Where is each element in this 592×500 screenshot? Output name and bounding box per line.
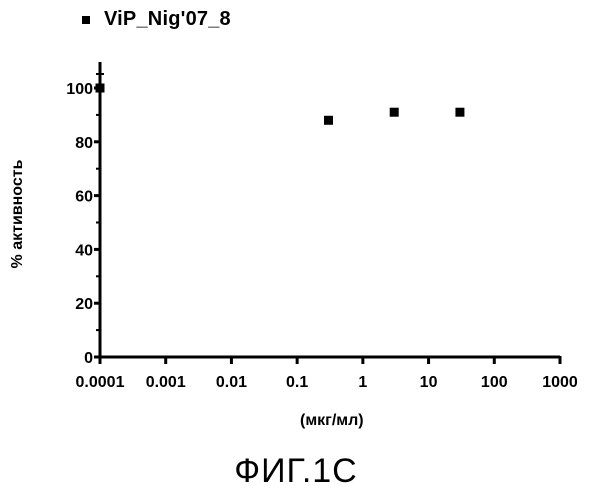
y-tick-label: 40	[75, 242, 93, 259]
x-tick-label: 0.001	[146, 374, 186, 391]
y-tick-label: 20	[75, 296, 93, 313]
data-point	[455, 108, 464, 117]
data-point	[390, 108, 399, 117]
x-tick-label: 1000	[542, 374, 578, 391]
x-tick-label: 0.01	[216, 374, 247, 391]
y-tick-label: 100	[66, 81, 93, 98]
y-tick-label: 0	[84, 350, 93, 367]
legend-marker-square	[82, 16, 90, 24]
legend: ViP_Nig'07_8	[82, 8, 231, 31]
y-axis-label: % активность	[9, 144, 27, 284]
x-tick-label: 1	[358, 374, 367, 391]
x-tick-label: 0.0001	[76, 374, 125, 391]
x-tick-label: 100	[481, 374, 508, 391]
figure-caption: ФИГ.1С	[0, 452, 592, 491]
x-axis-label: (мкг/мл)	[300, 412, 364, 430]
x-tick-label: 10	[420, 374, 438, 391]
x-tick-label: 0.1	[286, 374, 308, 391]
legend-label: ViP_Nig'07_8	[104, 8, 231, 31]
y-tick-label: 80	[75, 135, 93, 152]
data-point	[324, 116, 333, 125]
y-tick-label: 60	[75, 189, 93, 206]
